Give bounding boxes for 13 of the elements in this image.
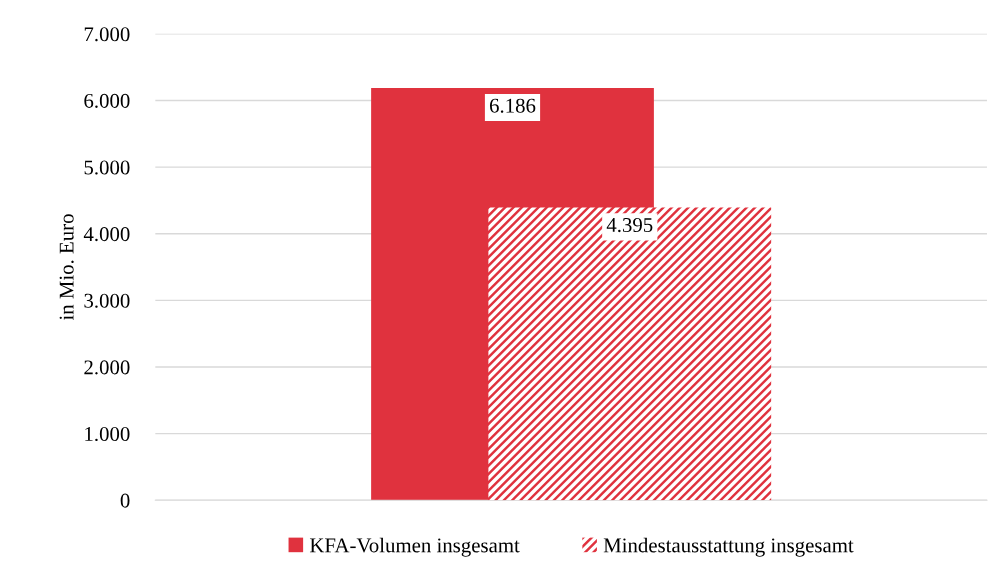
y-tick-label: 4.000 bbox=[83, 227, 130, 242]
y-tick-label: 6.000 bbox=[84, 93, 130, 108]
y-tick-label: 0 bbox=[120, 493, 130, 508]
y-tick-label: 7.000 bbox=[84, 27, 130, 42]
legend-label: KFA-Volumen insgesamt bbox=[309, 537, 520, 557]
y-axis-title: in Mio. Euro bbox=[59, 214, 74, 321]
y-tick-label: 3.000 bbox=[84, 293, 130, 308]
y-tick-label: 1.000 bbox=[85, 426, 130, 442]
data-label: 4.395 bbox=[606, 218, 653, 233]
y-tick-label: 5.000 bbox=[84, 160, 130, 175]
data-label: 6.186 bbox=[489, 98, 536, 113]
legend-label: Mindestausstattung insgesamt bbox=[603, 537, 854, 557]
y-tick-label: 2.000 bbox=[84, 360, 130, 375]
